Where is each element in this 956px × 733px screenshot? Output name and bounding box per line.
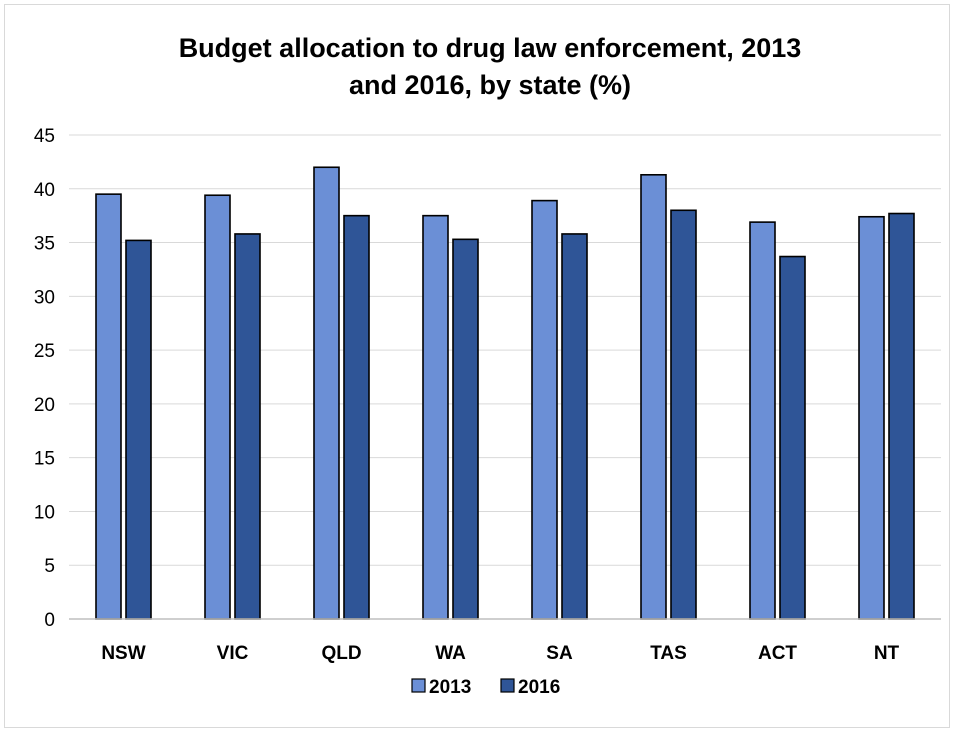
x-category-label: TAS	[650, 643, 687, 664]
bar-vic-2013	[204, 194, 231, 620]
x-category-label: VIC	[217, 643, 249, 664]
bar-act-2016	[779, 255, 806, 620]
legend-label-2013: 2013	[429, 677, 471, 698]
bar-vic-2016	[234, 233, 261, 620]
y-tick-label: 10	[34, 502, 55, 523]
bar-nt-2013	[858, 215, 885, 620]
x-category-label: QLD	[321, 643, 361, 664]
x-category-label: NSW	[101, 643, 145, 664]
x-axis: NSW VIC QLD WA SA TAS ACT NT	[69, 618, 941, 664]
bar-qld-2016	[343, 214, 370, 620]
x-category-label: SA	[546, 643, 573, 664]
chart-frame: Budget allocation to drug law enforcemen…	[4, 4, 950, 728]
bar-chart: Budget allocation to drug law enforcemen…	[34, 33, 941, 698]
bar-act-2013	[749, 221, 776, 620]
y-tick-label: 0	[44, 610, 55, 631]
legend-swatch-2013	[411, 678, 426, 693]
y-tick-label: 25	[34, 341, 55, 362]
bar-tas-2016	[670, 209, 697, 620]
y-axis-tick-labels: 0 5 10 15 20 25 30 35 40 45	[34, 126, 55, 631]
bar-wa-2013	[422, 214, 449, 620]
x-category-label: WA	[435, 643, 466, 664]
legend-label-2016: 2016	[518, 677, 560, 698]
y-tick-label: 45	[34, 126, 55, 147]
bars	[95, 166, 915, 620]
legend-swatch-2016	[500, 678, 515, 693]
bar-sa-2016	[561, 233, 588, 620]
bar-sa-2013	[531, 199, 558, 620]
gridlines	[69, 134, 941, 566]
bar-nsw-2016	[125, 239, 152, 620]
y-tick-label: 20	[34, 395, 55, 416]
y-tick-label: 30	[34, 287, 55, 308]
legend: 2013 2016	[411, 677, 560, 698]
chart-title-line-1: Budget allocation to drug law enforcemen…	[179, 33, 802, 63]
y-tick-label: 40	[34, 180, 55, 201]
chart-title-line-2: and 2016, by state (%)	[349, 70, 631, 100]
y-tick-label: 35	[34, 234, 55, 255]
bar-nsw-2013	[95, 193, 122, 620]
bar-wa-2016	[452, 238, 479, 620]
x-category-label: ACT	[758, 643, 797, 664]
y-tick-label: 5	[44, 556, 55, 577]
y-tick-label: 15	[34, 449, 55, 470]
bar-nt-2016	[888, 212, 915, 620]
x-category-label: NT	[874, 643, 900, 664]
bar-qld-2013	[313, 166, 340, 620]
bar-tas-2013	[640, 173, 667, 620]
